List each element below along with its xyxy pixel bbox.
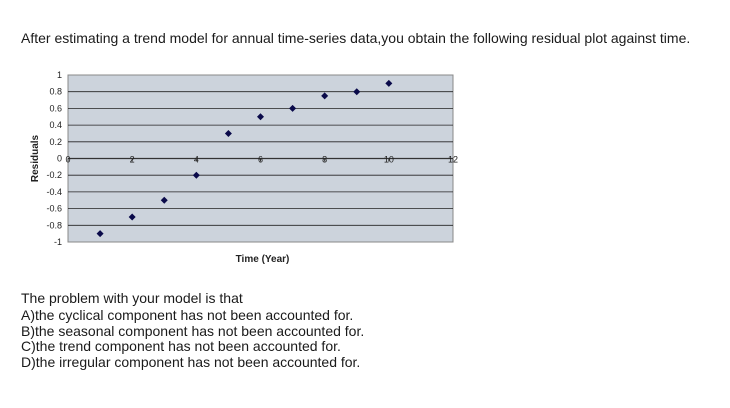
- question-text: After estimating a trend model for annua…: [21, 30, 691, 46]
- choice-b: B)the seasonal component has not been ac…: [21, 322, 365, 339]
- x-tick-label: 10: [384, 155, 394, 165]
- y-tick-label: -0.2: [46, 170, 62, 180]
- choice-d: D)the irregular component has not been a…: [21, 353, 361, 370]
- data-points: [96, 79, 393, 238]
- x-tick-label: 6: [258, 155, 263, 165]
- y-tick-label: 0.2: [49, 137, 62, 147]
- y-tick-label: 1: [57, 70, 62, 80]
- prompt-text: The problem with your model is that: [21, 290, 243, 306]
- y-tick-label: -0.8: [46, 220, 62, 230]
- y-tick-label: 0.4: [49, 120, 62, 130]
- x-axis-label: Time (Year): [236, 254, 290, 265]
- data-point: [160, 196, 168, 204]
- choice-a: A)the cyclical component has not been ac…: [21, 307, 354, 323]
- y-tick-label: -0.6: [46, 204, 62, 214]
- x-axis-ticks: 0 2 4 6 8 10 12: [65, 155, 458, 165]
- data-point: [96, 230, 104, 238]
- y-axis-ticks: 1 0.8 0.6 0.4 0.2 0 -0.2 -0.4 -0.6 -0.8 -1: [46, 70, 62, 247]
- data-point: [128, 213, 136, 221]
- y-tick-label: -0.4: [46, 187, 62, 197]
- y-tick-label: 0.8: [49, 87, 62, 97]
- data-point: [257, 113, 264, 121]
- data-point: [321, 92, 329, 100]
- choice-c: C)the trend component has not been accou…: [21, 338, 341, 354]
- y-tick-label: -1: [54, 237, 62, 247]
- answer-choices: A)the cyclical component has not been ac…: [21, 307, 365, 370]
- data-point: [224, 129, 232, 137]
- x-tick-label: 8: [322, 155, 327, 165]
- data-point: [353, 88, 361, 96]
- x-tick-label: 2: [130, 155, 135, 165]
- y-tick-label: 0: [57, 154, 62, 164]
- y-axis-label: Residuals: [30, 134, 41, 182]
- data-point: [289, 104, 297, 112]
- data-point: [192, 171, 200, 179]
- x-tick-label: 4: [194, 155, 199, 165]
- y-tick-label: 0.6: [49, 103, 62, 113]
- data-point: [385, 79, 393, 87]
- x-tick-label: 0: [65, 155, 70, 165]
- x-tick-label: 12: [448, 155, 458, 165]
